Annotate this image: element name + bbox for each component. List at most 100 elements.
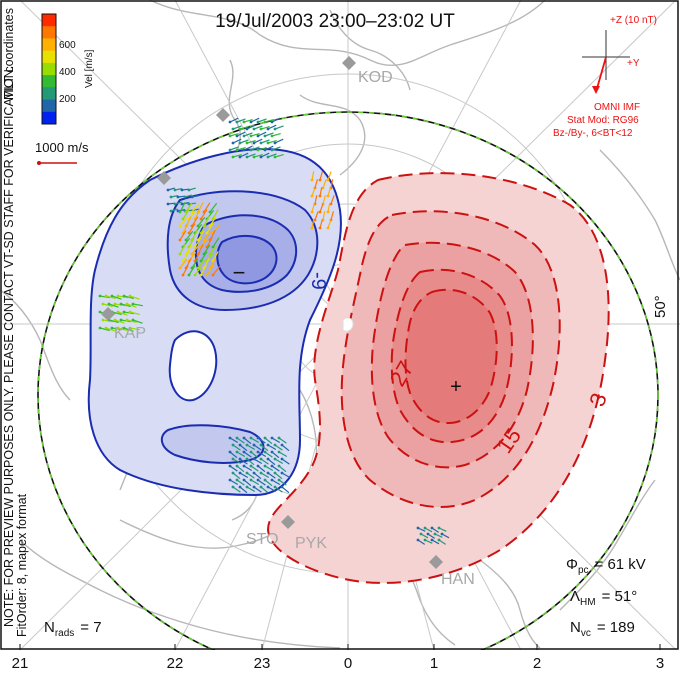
velocity-vector bbox=[232, 472, 241, 480]
velocity-vector bbox=[239, 472, 249, 479]
velocity-vector bbox=[229, 437, 239, 444]
velocity-vector-origin bbox=[259, 471, 263, 475]
velocity-vector bbox=[200, 265, 207, 276]
velocity-vector-origin bbox=[242, 134, 246, 138]
velocity-vector-origin bbox=[208, 252, 212, 256]
velocity-vector bbox=[203, 202, 211, 213]
velocity-vector bbox=[229, 451, 238, 459]
velocity-vector-origin bbox=[256, 450, 260, 454]
velocity-vector-origin bbox=[259, 485, 263, 489]
velocity-vector-origin bbox=[211, 273, 215, 277]
velocity-vector bbox=[257, 131, 267, 137]
velocity-vector bbox=[232, 458, 242, 465]
velocity-vector-origin bbox=[190, 252, 194, 256]
velocity-vector-origin bbox=[263, 464, 267, 468]
velocity-vector-origin bbox=[280, 443, 284, 447]
velocity-vector bbox=[264, 132, 274, 137]
velocity-vector bbox=[126, 319, 137, 324]
velocity-vector bbox=[253, 138, 263, 144]
velocity-vector-origin bbox=[419, 532, 423, 536]
station-label-han: HAN bbox=[441, 571, 475, 588]
velocity-vector-origin bbox=[166, 188, 170, 192]
velocity-vector-origin bbox=[326, 210, 330, 214]
station-label-sto: STO bbox=[246, 531, 279, 548]
velocity-vector-origin bbox=[259, 443, 263, 447]
velocity-vector-origin bbox=[98, 310, 102, 314]
velocity-vector bbox=[246, 472, 255, 479]
velocity-vector-origin bbox=[238, 485, 242, 489]
velocity-vector bbox=[260, 472, 270, 479]
velocity-vector bbox=[267, 472, 276, 479]
velocity-vector-origin bbox=[249, 148, 253, 152]
velocity-vector-origin bbox=[238, 457, 242, 461]
velocity-vector bbox=[327, 203, 331, 213]
velocity-vector bbox=[260, 486, 269, 494]
velocity-vector-origin bbox=[119, 302, 123, 306]
velocity-vector bbox=[327, 187, 331, 197]
velocity-vector-origin bbox=[131, 302, 135, 306]
velocity-vector-origin bbox=[270, 148, 274, 152]
stat-radar-count: Nrads = 7 bbox=[44, 619, 102, 639]
velocity-vector-origin bbox=[231, 443, 235, 447]
velocity-vector-origin bbox=[178, 266, 182, 270]
velocity-vector bbox=[212, 237, 220, 248]
velocity-vector bbox=[246, 486, 256, 493]
velocity-vector bbox=[267, 444, 277, 451]
velocity-vector bbox=[281, 472, 291, 479]
velocity-vector-origin bbox=[238, 155, 242, 159]
velocity-vector-origin bbox=[187, 202, 191, 206]
velocity-vector-origin bbox=[125, 318, 129, 322]
velocity-vector bbox=[253, 486, 262, 493]
mlt-tick-0: 0 bbox=[344, 655, 352, 672]
velocity-vector bbox=[105, 295, 116, 300]
velocity-vector-origin bbox=[196, 224, 200, 228]
velocity-vector bbox=[206, 237, 213, 248]
velocity-vector-origin bbox=[266, 443, 270, 447]
mlt-tick-22: 22 bbox=[167, 655, 184, 672]
velocity-vector bbox=[102, 303, 113, 308]
velocity-vector bbox=[117, 327, 128, 332]
imf-vector-head bbox=[592, 86, 600, 94]
stat-nrads-sub: rads bbox=[55, 628, 74, 639]
velocity-vector bbox=[200, 251, 208, 262]
velocity-vector bbox=[257, 451, 267, 458]
velocity-vector bbox=[322, 211, 326, 221]
coordinate-label: MLT coordinates bbox=[2, 8, 16, 100]
velocity-vector-origin bbox=[437, 526, 441, 530]
hm-boundary bbox=[37, 111, 659, 650]
colorbar-border bbox=[41, 13, 57, 125]
velocity-vector-origin bbox=[249, 120, 253, 124]
velocity-vector bbox=[197, 258, 206, 269]
velocity-vector-origin bbox=[263, 134, 267, 138]
velocity-vector bbox=[188, 223, 196, 234]
velocity-vector-origin bbox=[235, 134, 239, 138]
velocity-vector-origin bbox=[433, 532, 437, 536]
velocity-vector bbox=[232, 486, 241, 493]
velocity-vector-origin bbox=[280, 457, 284, 461]
velocity-vector bbox=[260, 139, 270, 144]
velocity-vector bbox=[267, 486, 277, 493]
velocity-vector-origin bbox=[235, 148, 239, 152]
velocity-vector-origin bbox=[437, 538, 441, 542]
velocity-vector-origin bbox=[169, 209, 173, 213]
velocity-vector bbox=[108, 303, 119, 308]
velocity-vector-origin bbox=[273, 457, 277, 461]
velocity-vector bbox=[99, 327, 110, 332]
stat-lambda-sub: HM bbox=[580, 597, 596, 608]
velocity-vector bbox=[250, 117, 260, 123]
velocity-vector-origin bbox=[231, 155, 235, 159]
station-label-pyk: PYK bbox=[295, 535, 327, 552]
velocity-vector bbox=[246, 153, 256, 158]
velocity-vector-origin bbox=[119, 318, 123, 322]
velocity-vector bbox=[243, 479, 252, 487]
velocity-vector bbox=[246, 458, 255, 466]
velocity-vector bbox=[278, 465, 287, 473]
velocity-vector bbox=[179, 216, 188, 227]
velocity-vector-origin bbox=[231, 471, 235, 475]
velocity-vector bbox=[267, 153, 277, 158]
velocity-vector-origin bbox=[310, 226, 314, 230]
velocity-vector bbox=[257, 465, 266, 473]
velocity-vector-origin bbox=[256, 134, 260, 138]
velocity-vector-origin bbox=[249, 134, 253, 138]
velocity-vector-origin bbox=[263, 120, 267, 124]
